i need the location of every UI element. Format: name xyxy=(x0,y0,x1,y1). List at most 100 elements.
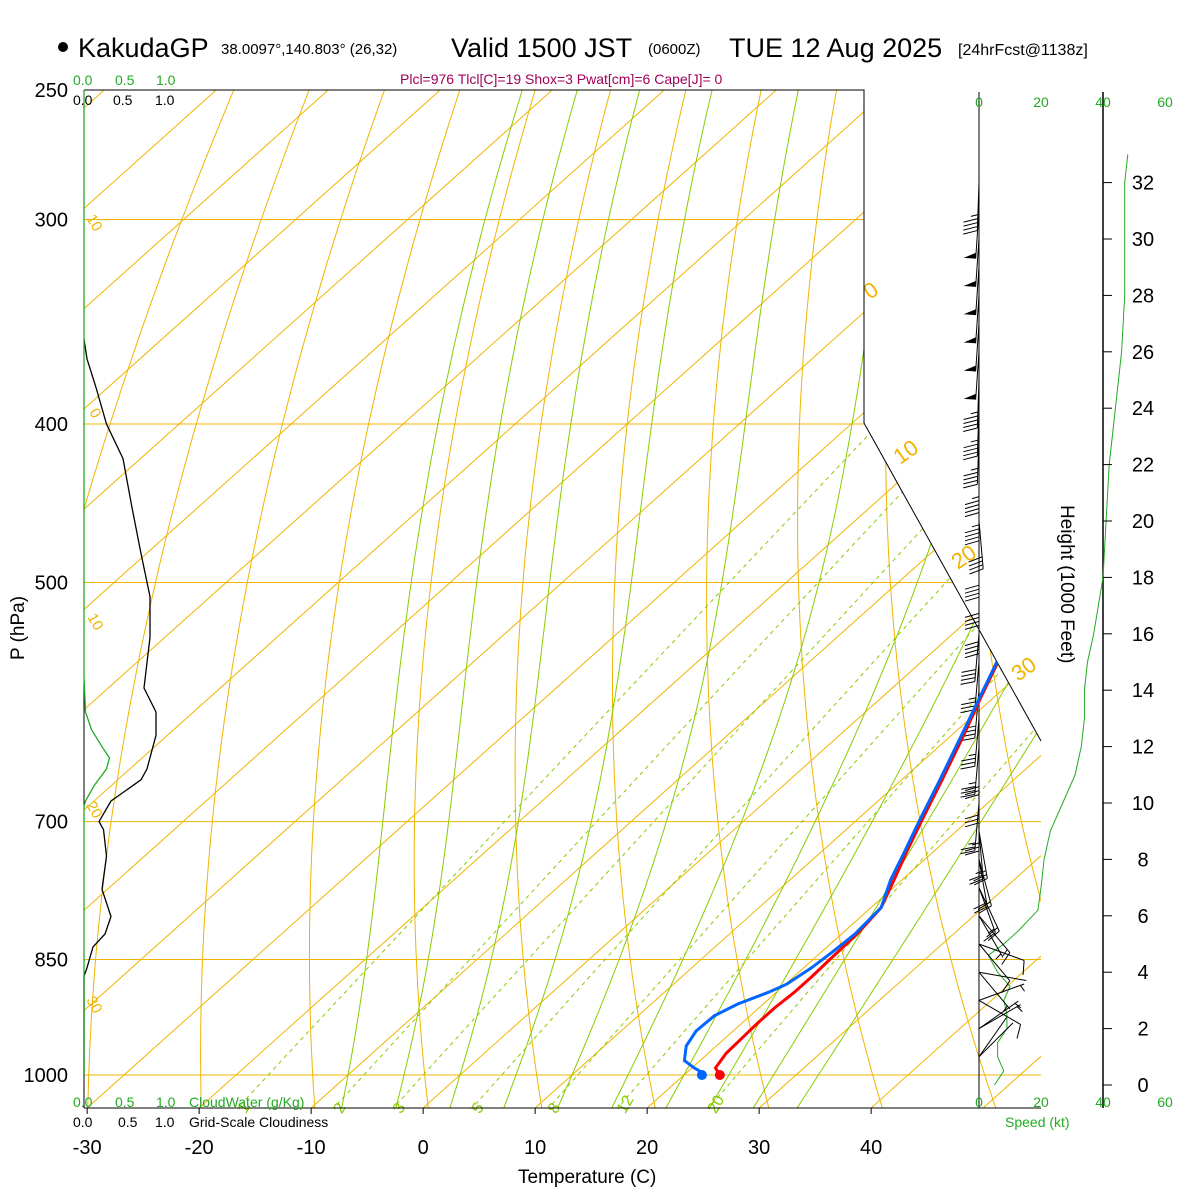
wind-barb-full xyxy=(977,901,991,910)
mixing-ratio-line xyxy=(385,423,1020,1108)
pressure-tick-label: 850 xyxy=(35,950,68,972)
wind-barb-full xyxy=(964,588,980,594)
wind-barb-full xyxy=(963,451,978,457)
wind-barb xyxy=(964,549,980,602)
cw-bot-tick: 1.0 xyxy=(156,1094,176,1110)
wind-barb xyxy=(977,859,992,914)
wind-barb xyxy=(973,859,988,914)
wind-barb-staff xyxy=(978,971,1011,1010)
wind-barb-full xyxy=(963,415,978,420)
wind-barb-full xyxy=(964,624,980,630)
mixing-ratio-line xyxy=(701,423,1041,1108)
wind-barb-full xyxy=(973,874,987,882)
wind-barb-half xyxy=(971,496,980,500)
x-axis-label: Temperature (C) xyxy=(518,1167,656,1188)
wind-barb-full xyxy=(964,653,980,659)
pressure-tick-label: 500 xyxy=(35,573,68,595)
dry-adiabat xyxy=(200,90,396,1108)
valid-utc: (0600Z) xyxy=(648,41,701,58)
height-tick-label: 12 xyxy=(1132,737,1154,759)
wind-barb-full xyxy=(961,785,976,790)
wind-barb-full xyxy=(964,818,980,824)
wind-barb xyxy=(963,323,980,372)
dry-adiabat xyxy=(612,90,694,1108)
speed-tick-top: 20 xyxy=(1033,94,1049,110)
wind-barb-full xyxy=(963,475,978,481)
wind-barb-staff xyxy=(978,943,1025,961)
wind-barb xyxy=(978,1017,1007,1058)
wind-barb-full xyxy=(968,560,983,567)
wind-barb-half xyxy=(970,439,979,443)
wind-barb-full xyxy=(1016,1024,1022,1039)
wind-barb xyxy=(964,464,980,518)
wind-speed-line xyxy=(987,154,1129,1086)
wind-barb xyxy=(960,802,980,855)
wind-barb xyxy=(969,831,984,885)
isotherm-line xyxy=(646,90,1041,1108)
wind-barb-staff xyxy=(976,182,980,231)
wind-barb-full xyxy=(969,568,984,575)
speed-tick-bottom: 40 xyxy=(1095,1094,1111,1110)
height-tick-label: 26 xyxy=(1132,342,1154,364)
moist-adiabat xyxy=(339,90,523,1108)
isotherm-label: 30 xyxy=(1007,652,1041,687)
wind-barb-full xyxy=(964,786,980,792)
wind-barb-staff xyxy=(975,210,980,259)
dry-adiabat xyxy=(514,90,619,1108)
wind-barb-full xyxy=(964,850,980,856)
wind-barb-staff xyxy=(975,295,980,344)
valid-date: TUE 12 Aug 2025 xyxy=(729,33,942,63)
wind-barb-full xyxy=(964,612,980,618)
wind-barb xyxy=(963,238,980,287)
station-coords: 38.0097°,140.803° (26,32) xyxy=(221,41,397,58)
wind-barb-half xyxy=(975,870,983,875)
wind-barb-full xyxy=(963,447,978,453)
isotherm-line xyxy=(198,90,1041,1108)
wind-barb-staff xyxy=(978,887,1000,932)
wind-barb xyxy=(978,971,1027,982)
pressure-tick-label: 300 xyxy=(35,210,68,232)
speed-tick-top: 0 xyxy=(975,94,983,110)
isotherm-label: 0 xyxy=(859,277,883,305)
wind-barb-staff xyxy=(978,943,1011,982)
wind-barb-full xyxy=(1001,952,1011,965)
wind-barb xyxy=(978,915,1011,965)
wind-barb-staff xyxy=(978,1017,1007,1058)
wind-barb xyxy=(963,379,980,432)
cw-top-tick: 0.5 xyxy=(115,72,135,88)
x-axis-ticks: -30 -20 -10 0 10 20 30 40 xyxy=(73,1107,1041,1159)
cw-bot-tick: 0.5 xyxy=(115,1094,135,1110)
height-tick-label: 4 xyxy=(1137,962,1148,984)
indices-line: Plcl=976 Tlcl[C]=19 Shox=3 Pwat[cm]=6 Ca… xyxy=(400,71,723,87)
speed-tick-bottom: 20 xyxy=(1033,1094,1049,1110)
cl-top-tick: 0.0 xyxy=(73,92,93,108)
wind-barb-full xyxy=(964,641,980,647)
mixing-ratio-line xyxy=(325,423,967,1108)
mixing-ratio-line xyxy=(229,423,880,1108)
x-tick-label: 40 xyxy=(860,1137,882,1159)
wind-barb xyxy=(968,520,984,575)
cloud-axis-top: 0.0 0.5 1.0 0.0 0.5 1.0 xyxy=(73,72,176,108)
wind-barb xyxy=(978,887,996,942)
wind-barb xyxy=(963,408,980,461)
moist-adiabat xyxy=(747,90,1041,1108)
mixing-ratio-line xyxy=(540,423,1041,1108)
height-tick-label: 16 xyxy=(1132,624,1154,646)
wind-barb xyxy=(973,831,988,886)
dewpoint-line xyxy=(682,131,1041,1076)
height-tick-label: 18 xyxy=(1132,567,1154,589)
wind-barb-full xyxy=(964,540,980,546)
wind-barb-staff xyxy=(978,1004,1021,1030)
isotherm-line xyxy=(982,90,1041,1108)
mixing-ratio-line xyxy=(610,423,1041,1108)
x-tick-label: 10 xyxy=(524,1137,546,1159)
wind-barb-flag xyxy=(963,337,977,344)
cl-bot-tick: 1.0 xyxy=(155,1114,175,1130)
x-tick-label: 0 xyxy=(418,1137,429,1159)
wind-barb-staff xyxy=(975,267,980,316)
wind-barb xyxy=(963,351,980,400)
height-tick-label: 10 xyxy=(1132,793,1154,815)
wind-barb-staff xyxy=(975,238,980,287)
wind-barb xyxy=(978,1022,1014,1058)
